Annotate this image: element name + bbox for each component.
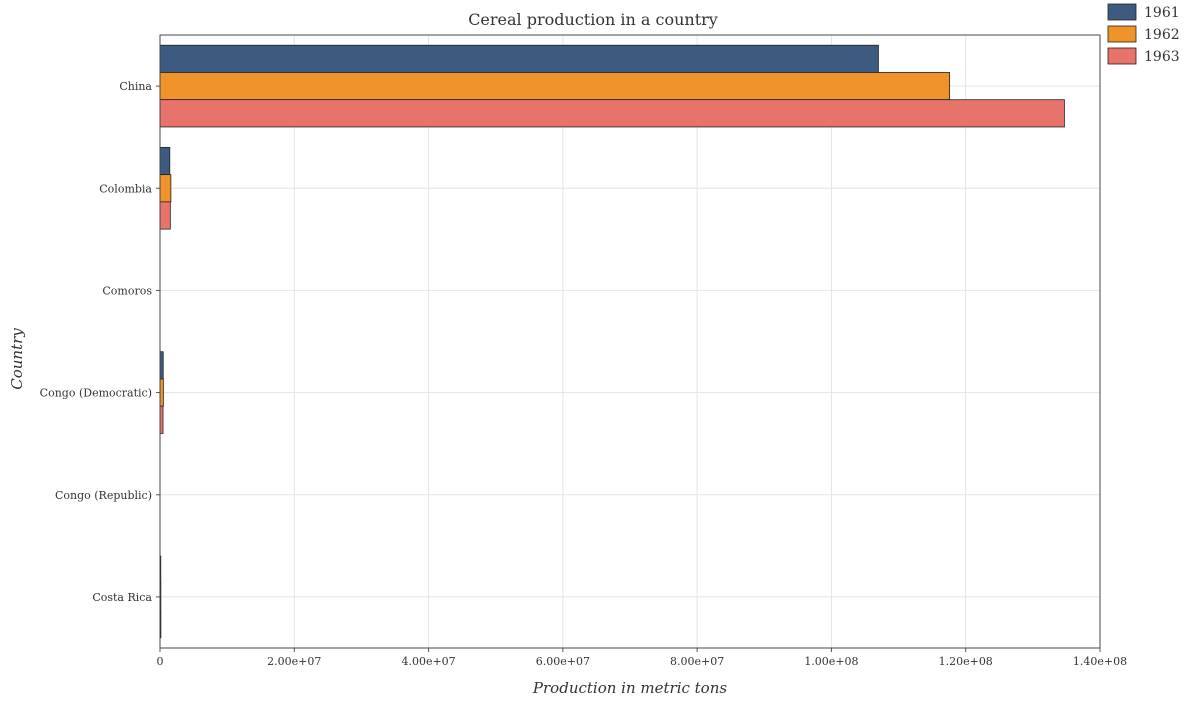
bars <box>160 45 1064 638</box>
x-tick-label: 6.00e+07 <box>536 655 590 668</box>
legend-swatch-1962 <box>1108 26 1136 42</box>
x-tick-label: 0 <box>157 655 164 668</box>
legend-label-1963: 1963 <box>1144 49 1180 65</box>
legend-label-1962: 1962 <box>1144 27 1180 43</box>
y-tick-label: China <box>119 80 152 93</box>
x-tick-label: 1.40e+08 <box>1073 655 1127 668</box>
x-tick-label: 1.20e+08 <box>939 655 993 668</box>
x-axis-title: Production in metric tons <box>532 679 727 697</box>
x-tick-label: 1.00e+08 <box>804 655 858 668</box>
bar-1961-1 <box>160 147 170 174</box>
x-tick-label: 8.00e+07 <box>670 655 724 668</box>
bar-1962-3 <box>160 379 163 406</box>
bar-1962-0 <box>160 72 950 99</box>
bar-1962-1 <box>160 175 171 202</box>
y-tick-label: Costa Rica <box>92 591 152 604</box>
bar-1963-1 <box>160 202 170 229</box>
legend-label-1961: 1961 <box>1144 5 1180 21</box>
y-tick-label: Congo (Democratic) <box>40 387 152 400</box>
bar-1961-0 <box>160 45 878 72</box>
bar-1963-0 <box>160 100 1064 127</box>
legend-swatch-1961 <box>1108 4 1136 20</box>
axes: 0 2.00e+07 4.00e+07 6.00e+07 8.00e+07 1.00e+0… <box>40 35 1127 668</box>
x-tick-label: 2.00e+07 <box>267 655 321 668</box>
legend: 1961 1962 1963 <box>1108 4 1180 65</box>
y-tick-label: Comoros <box>102 284 152 297</box>
y-axis-title: Country <box>8 328 26 390</box>
y-tick-label: Congo (Republic) <box>55 489 152 502</box>
legend-swatch-1963 <box>1108 48 1136 64</box>
chart-title: Cereal production in a country <box>468 10 718 29</box>
x-tick-label: 4.00e+07 <box>401 655 455 668</box>
y-tick-label: Colombia <box>99 182 152 195</box>
